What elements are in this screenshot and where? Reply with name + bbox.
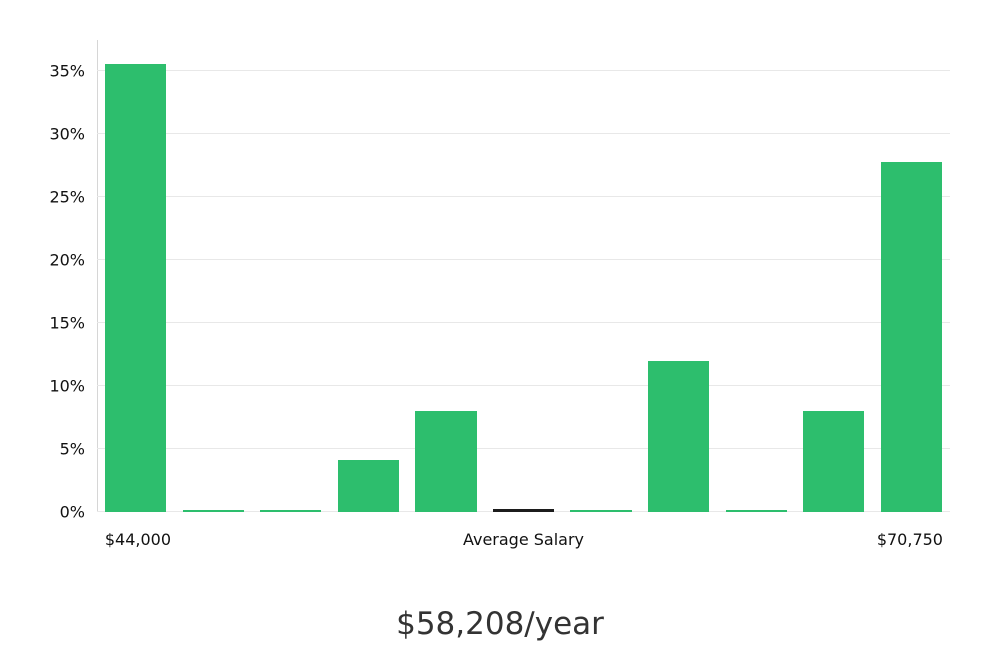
x-axis-label: Average Salary [462, 530, 585, 549]
bar-slot [717, 40, 795, 512]
y-tick-label: 30% [49, 124, 85, 144]
histogram-bar [725, 510, 787, 512]
y-axis-line [97, 40, 98, 512]
bar-slot [872, 40, 950, 512]
histogram-bar [105, 63, 167, 512]
y-tick-label: 20% [49, 250, 85, 270]
bar-slot [640, 40, 718, 512]
histogram-bar [182, 510, 244, 512]
y-tick-label: 35% [49, 61, 85, 81]
histogram-bar [803, 411, 865, 512]
histogram-bar [415, 411, 477, 512]
bar-slot [485, 40, 563, 512]
histogram-bar [570, 510, 632, 512]
y-tick-label: 15% [49, 313, 85, 333]
bar-slot [97, 40, 175, 512]
histogram-bar [647, 360, 710, 512]
average-marker-bar [492, 509, 555, 512]
gridline [97, 70, 950, 72]
bar-slot [330, 40, 408, 512]
bar-slot [407, 40, 485, 512]
x-axis-label: $70,750 [876, 530, 943, 549]
bars [97, 40, 950, 512]
x-axis-label: $44,000 [104, 530, 172, 549]
x-axis-labels: $44,000 Average Salary $70,750 [97, 530, 950, 554]
bar-slot [252, 40, 330, 512]
histogram-bar [337, 460, 400, 512]
bar-slot [562, 40, 640, 512]
y-tick-label: 0% [59, 502, 85, 522]
gridline [97, 196, 950, 198]
bar-slot [795, 40, 873, 512]
y-tick-label: 5% [59, 439, 85, 459]
y-tick-label: 10% [49, 376, 85, 396]
gridline [97, 448, 950, 450]
histogram-bar [880, 162, 942, 512]
gridline [97, 322, 950, 324]
gridline [97, 385, 950, 387]
average-salary-title: $58,208/year [396, 606, 604, 642]
bar-slot [175, 40, 253, 512]
gridline [97, 259, 950, 261]
y-tick-label: 25% [49, 187, 85, 207]
gridline [97, 133, 950, 135]
histogram-bar [260, 510, 322, 512]
plot-area: 0% 5% 10% 15% 20% 25% 30% 35% [49, 40, 950, 522]
